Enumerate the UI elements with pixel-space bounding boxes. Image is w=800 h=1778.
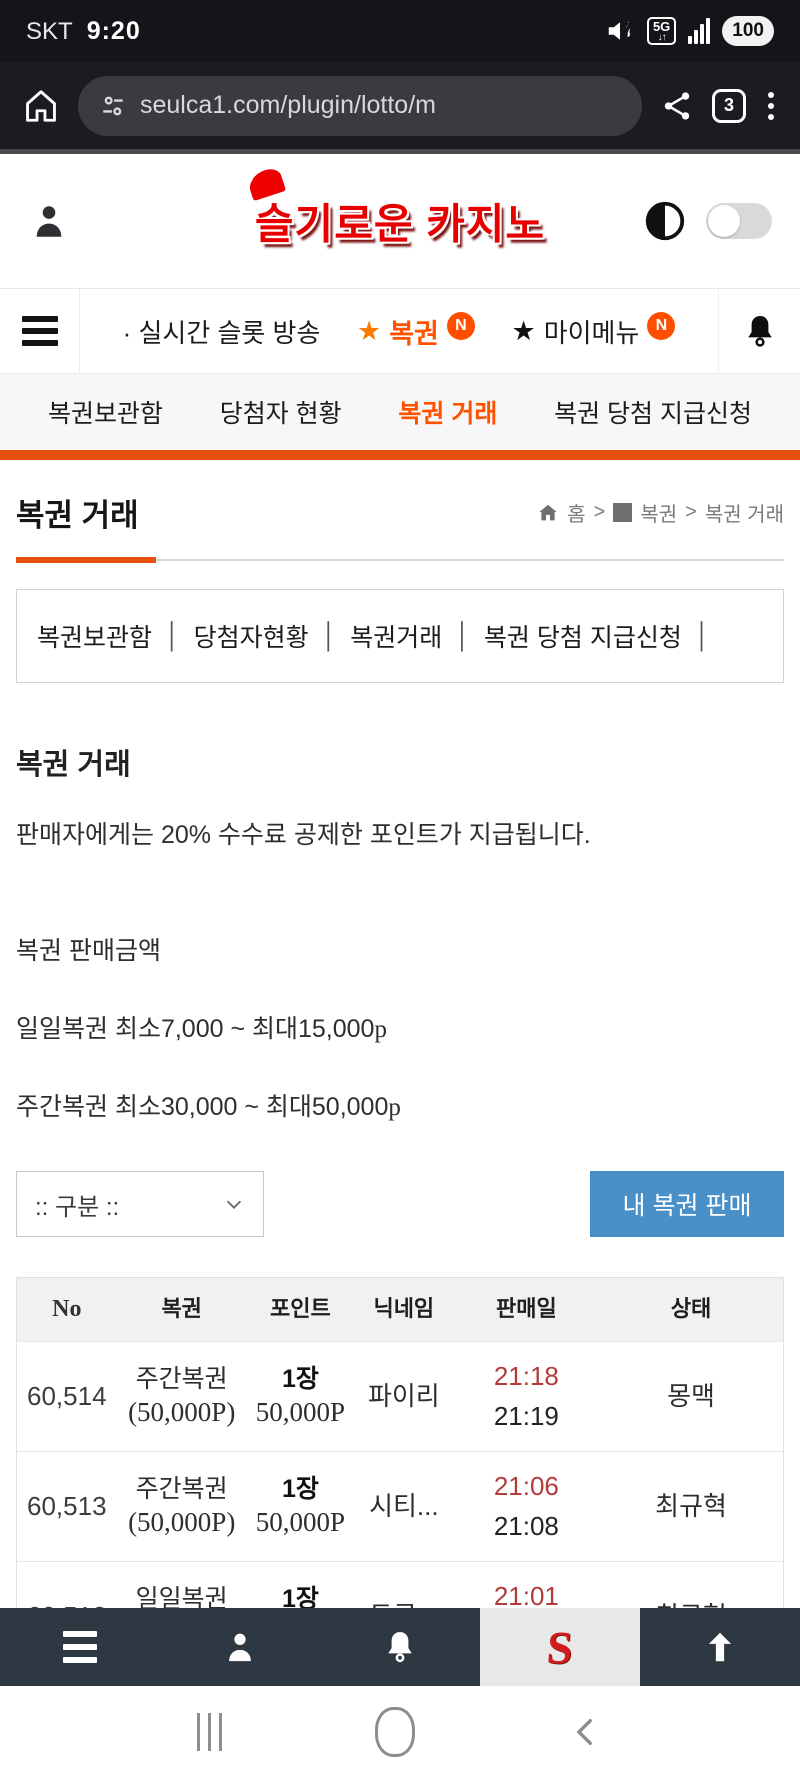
sell-my-lotto-button[interactable]: 내 복권 판매: [590, 1171, 784, 1237]
table-row[interactable]: 60,514 주간복권 (50,000P) 1장 50,000P 파이리 21:18…: [17, 1342, 783, 1452]
table-row[interactable]: 60,513 주간복권 (50,000P) 1장 50,000P 시티... 21:…: [17, 1452, 783, 1562]
weekly-price-range: 주간복권 최소30,000 ~ 최대50,000p: [16, 1093, 401, 1121]
home-icon[interactable]: [22, 87, 60, 125]
signal-icon: [688, 18, 711, 44]
breadcrumb-section[interactable]: 복권: [640, 504, 678, 526]
url-bar[interactable]: seulca1.com/plugin/lotto/m: [78, 75, 642, 136]
person-icon: [220, 1627, 260, 1667]
lotto-tab-bar: 복권보관함 당첨자 현황 복권 거래 복권 당첨 지급신청: [0, 374, 800, 450]
tab-lotto-storage[interactable]: 복권보관함: [48, 400, 164, 428]
url-text[interactable]: seulca1.com/plugin/lotto/m: [140, 91, 436, 119]
bell-icon: [381, 1628, 419, 1666]
site-settings-icon[interactable]: [100, 93, 126, 119]
share-icon[interactable]: [660, 89, 694, 123]
page-title: 복권 거래: [16, 498, 139, 533]
table-header-row: No 복권 포인트 닉네임 판매일 상태: [17, 1278, 783, 1342]
up-arrow-icon: [701, 1628, 739, 1666]
main-nav: · 실시간 슬롯 방송 ★ 복권 N ★ 마이메뉴 N: [0, 288, 800, 374]
hamburger-icon: [63, 1631, 97, 1663]
bottom-alerts-button[interactable]: [320, 1608, 480, 1686]
site-bottom-nav: S: [0, 1608, 800, 1686]
5g-icon: 5G ↓↑: [646, 17, 677, 45]
battery-icon: 100: [722, 16, 774, 46]
site-s-logo: S: [545, 1621, 575, 1673]
tab-switcher-button[interactable]: 3: [712, 88, 746, 123]
nav-live-slots[interactable]: · 실시간 슬롯 방송: [122, 317, 321, 348]
breadcrumb-home-icon[interactable]: [537, 502, 559, 524]
tab-payout-request[interactable]: 복권 당첨 지급신청: [554, 400, 752, 428]
breadcrumb-home[interactable]: 홈: [567, 504, 586, 526]
tab-winners[interactable]: 당첨자 현황: [219, 400, 342, 428]
subnav-winners[interactable]: 당첨자현황: [193, 624, 309, 652]
nav-mymenu[interactable]: ★ 마이메뉴 N: [511, 312, 676, 350]
android-home-icon[interactable]: [375, 1707, 416, 1757]
price-title: 복권 판매금액: [16, 937, 161, 965]
star-icon: ★: [511, 315, 536, 346]
back-icon[interactable]: [569, 1710, 603, 1754]
browser-menu-icon[interactable]: [764, 88, 778, 124]
fee-description: 판매자에게는 20% 수수료 공제한 포인트가 지급됩니다.: [16, 821, 591, 849]
breadcrumb: 홈 > 복권 > 복권 거래: [537, 498, 784, 527]
chevron-down-icon: [223, 1193, 245, 1215]
star-icon: ★: [356, 315, 382, 346]
new-badge: N: [647, 312, 676, 340]
daily-price-range: 일일복권 최소7,000 ~ 최대15,000p: [16, 1015, 387, 1043]
category-select[interactable]: :: 구분 ::: [16, 1171, 264, 1237]
dark-mode-icon[interactable]: [642, 198, 688, 244]
subnav-lotto-trade[interactable]: 복권거래: [350, 624, 443, 652]
new-badge: N: [446, 312, 475, 340]
android-nav-bar: [0, 1686, 800, 1778]
breadcrumb-current: 복권 거래: [704, 504, 784, 526]
browser-toolbar: seulca1.com/plugin/lotto/m 3: [0, 62, 800, 154]
subnav-lotto-storage[interactable]: 복권보관함: [37, 624, 153, 652]
clock: 9:20: [86, 16, 141, 45]
page-content: 복권 거래 홈 > 복권 > 복권 거래 복권보관함 │ 당첨자현황 │ 복권거…: [0, 490, 800, 1778]
user-icon[interactable]: [28, 200, 70, 242]
theme-toggle[interactable]: [706, 203, 772, 239]
subnav-payout-request[interactable]: 복권 당첨 지급신청: [483, 624, 682, 652]
status-bar: SKT 9:20 5G ↓↑ 100: [0, 0, 800, 62]
site-header: 슬기로운 카지노: [0, 154, 800, 288]
menu-hamburger-button[interactable]: [0, 289, 80, 373]
santa-hat-icon: [245, 165, 287, 202]
accent-divider: [0, 450, 800, 460]
nav-lotto[interactable]: ★ 복권 N: [357, 312, 475, 351]
subnav-box: 복권보관함 │ 당첨자현황 │ 복권거래 │ 복권 당첨 지급신청 │: [16, 589, 784, 683]
notifications-bell-button[interactable]: [718, 289, 800, 373]
scroll-to-top-button[interactable]: [640, 1608, 800, 1686]
title-underline: [16, 557, 784, 563]
tab-lotto-trade[interactable]: 복권 거래: [398, 400, 498, 428]
bottom-profile-button[interactable]: [160, 1608, 320, 1686]
mute-icon: [605, 16, 635, 46]
recent-apps-icon[interactable]: [196, 1713, 222, 1751]
site-logo[interactable]: 슬기로운 카지노: [245, 165, 545, 252]
carrier-label: SKT: [26, 17, 73, 45]
section-heading: 복권 거래: [16, 749, 131, 781]
breadcrumb-section-icon: [613, 503, 633, 522]
bottom-menu-button[interactable]: [0, 1608, 160, 1686]
bottom-site-logo-button[interactable]: S: [480, 1608, 640, 1686]
bell-icon: [741, 312, 779, 350]
